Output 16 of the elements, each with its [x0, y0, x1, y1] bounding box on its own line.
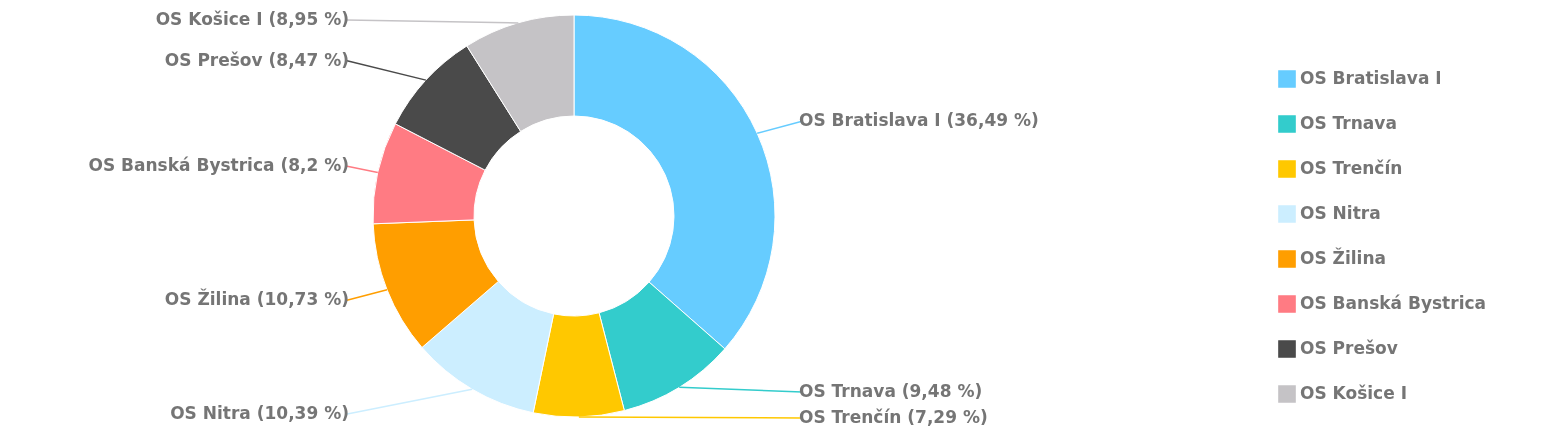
legend-label: OS Banská Bystrica	[1300, 293, 1487, 313]
legend-label: OS Prešov	[1300, 338, 1398, 358]
data-label: OS Prešov (8,47 %)	[164, 49, 349, 70]
legend-label: OS Nitra	[1300, 203, 1381, 223]
data-label: OS Bratislava I (36,49 %)	[799, 110, 1039, 131]
data-label: OS Banská Bystrica (8,2 %)	[88, 155, 349, 176]
data-label: OS Košice I (8,95 %)	[155, 9, 349, 29]
legend-label: OS Trnava	[1300, 113, 1397, 133]
legend-label: OS Žilina	[1300, 247, 1386, 268]
data-label: OS Nitra (10,39 %)	[170, 403, 349, 424]
legend-label: OS Trenčín	[1300, 158, 1403, 178]
data-label: OS Trnava (9,48 %)	[799, 381, 983, 401]
data-label: OS Trenčín (7,29 %)	[799, 407, 988, 427]
legend-label: OS Bratislava I	[1300, 68, 1442, 88]
data-label: OS Žilina (10,73 %)	[164, 288, 349, 310]
legend-label: OS Košice I	[1300, 383, 1407, 403]
